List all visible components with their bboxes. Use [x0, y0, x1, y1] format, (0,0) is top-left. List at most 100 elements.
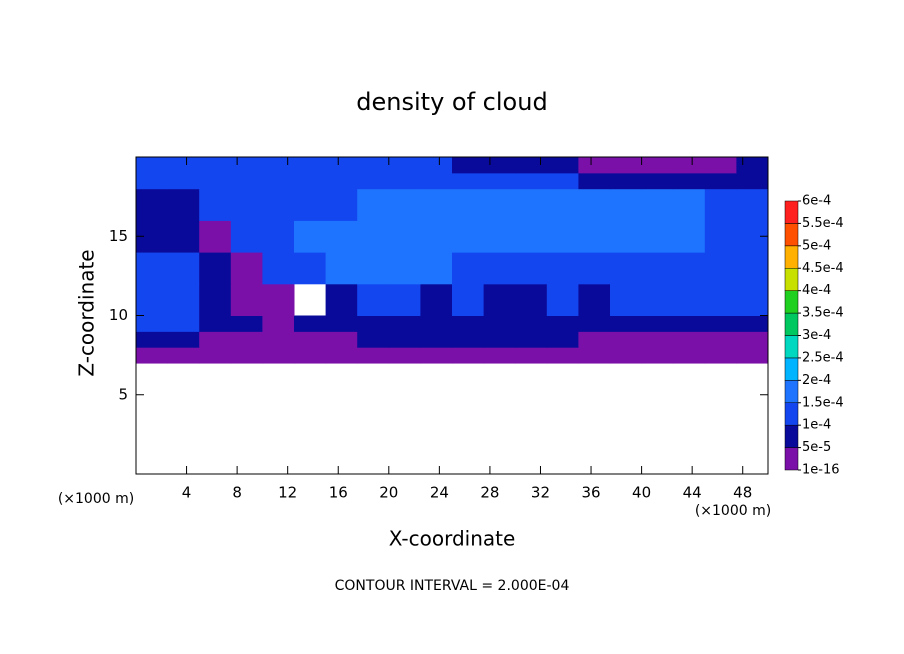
x-tick-label: 8 [232, 484, 242, 502]
y-tick-label: 15 [109, 227, 128, 245]
contour-cell [736, 283, 769, 316]
contour-cell [136, 315, 169, 332]
contour-cell [610, 347, 643, 364]
contour-cell [704, 220, 737, 253]
contour-cell [262, 315, 295, 332]
contour-cell [546, 220, 579, 253]
contour-cell [736, 188, 769, 221]
contour-cell [546, 188, 579, 221]
contour-cell [199, 188, 232, 221]
contour-cell [167, 347, 200, 364]
y-tick-label: 5 [118, 385, 128, 403]
contour-cell [546, 252, 579, 285]
contour-cell [515, 188, 548, 221]
contour-cell [262, 331, 295, 348]
contour-cell [736, 315, 769, 332]
colorbar-label: 5e-5 [802, 440, 831, 455]
contour-cell [704, 172, 737, 190]
contour-cell [610, 157, 643, 174]
contour-cell [136, 331, 169, 348]
contour-cell [294, 220, 327, 253]
contour-cell [167, 220, 200, 253]
contour-cell [167, 283, 200, 316]
x-tick-label: 16 [329, 484, 348, 502]
contour-cell [199, 283, 232, 316]
contour-cell [420, 220, 453, 253]
contour-cell [420, 172, 453, 190]
contour-cell [578, 188, 611, 221]
contour-cell [578, 347, 611, 364]
contour-cell [294, 172, 327, 190]
x-tick-label: 28 [480, 484, 499, 502]
contour-cell [483, 252, 516, 285]
contour-cell [199, 157, 232, 174]
x-tick-label: 48 [733, 484, 752, 502]
contour-cell [388, 315, 421, 332]
contour-cell [641, 157, 674, 174]
contour-cell [736, 347, 769, 364]
contour-cell [578, 252, 611, 285]
contour-cell [325, 283, 358, 316]
contour-cell [704, 252, 737, 285]
annotation: CONTOUR INTERVAL = 2.000E-04 [335, 578, 570, 594]
contour-cell [704, 331, 737, 348]
contour-cell [230, 331, 263, 348]
contour-cell [452, 157, 485, 174]
contour-cell [262, 220, 295, 253]
contour-cell [167, 315, 200, 332]
colorbar-label: 2.5e-4 [802, 350, 844, 365]
contour-cell [704, 315, 737, 332]
x-tick-label: 12 [278, 484, 297, 502]
contour-cell [578, 283, 611, 316]
contour-cell [610, 220, 643, 253]
contour-cell [736, 331, 769, 348]
contour-cell [641, 315, 674, 332]
contour-cell [294, 347, 327, 364]
contour-cell [388, 220, 421, 253]
contour-cell [357, 347, 390, 364]
contour-cell [673, 331, 706, 348]
contour-cell [262, 157, 295, 174]
colorbar-label: 2e-4 [802, 373, 831, 388]
contour-cell [515, 347, 548, 364]
contour-cell [420, 283, 453, 316]
colorbar-swatch [784, 223, 799, 247]
contour-cell [610, 188, 643, 221]
contour-cell [167, 157, 200, 174]
contour-cell [325, 252, 358, 285]
contour-cell [388, 331, 421, 348]
contour-cell [325, 315, 358, 332]
contour-cell [515, 220, 548, 253]
contour-cell [515, 172, 548, 190]
colorbar-label: 1.5e-4 [802, 395, 844, 410]
colorbar-swatch [784, 402, 799, 426]
x-tick-label: 36 [581, 484, 600, 502]
contour-cell [388, 347, 421, 364]
contour-cell [483, 172, 516, 190]
colorbar-label: 1e-4 [802, 418, 831, 433]
contour-cell [357, 188, 390, 221]
contour-cell [515, 331, 548, 348]
contour-cell [452, 172, 485, 190]
x-tick-label: 40 [632, 484, 651, 502]
contour-cell [136, 188, 169, 221]
colorbar-label: 4.5e-4 [802, 261, 844, 276]
contour-cell [515, 315, 548, 332]
contour-cell [199, 315, 232, 332]
contour-cell [294, 188, 327, 221]
contour-cell [641, 220, 674, 253]
contour-cell [262, 347, 295, 364]
colorbar-swatch [784, 380, 799, 404]
contour-cell [420, 252, 453, 285]
contour-cell [357, 252, 390, 285]
contour-cell [230, 315, 263, 332]
contour-cell [388, 188, 421, 221]
contour-cell [452, 252, 485, 285]
contour-cell [546, 331, 579, 348]
contour-field [136, 157, 769, 364]
contour-cell [136, 157, 169, 174]
contour-cell [420, 331, 453, 348]
contour-cell [294, 157, 327, 174]
